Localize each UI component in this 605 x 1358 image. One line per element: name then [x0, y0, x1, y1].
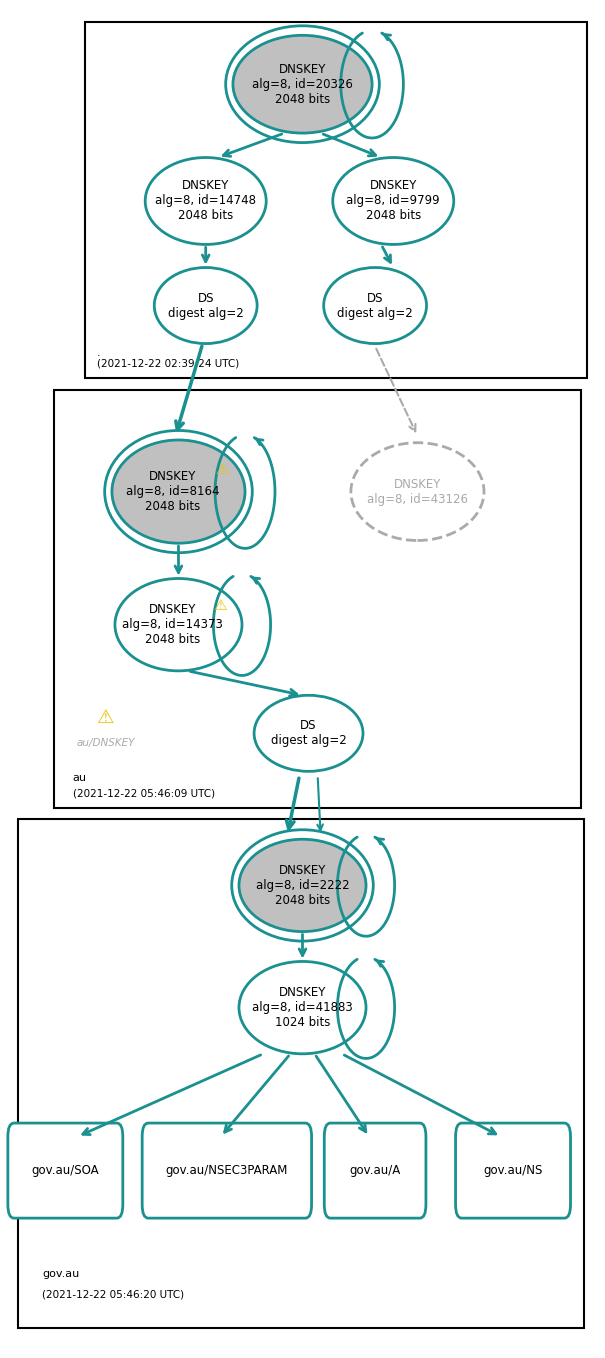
- FancyBboxPatch shape: [324, 1123, 426, 1218]
- Ellipse shape: [239, 961, 366, 1054]
- Text: (2021-12-22 02:39:24 UTC): (2021-12-22 02:39:24 UTC): [97, 359, 239, 369]
- Text: .: .: [97, 348, 100, 359]
- Ellipse shape: [115, 579, 242, 671]
- Text: ⚠: ⚠: [213, 598, 226, 614]
- Ellipse shape: [351, 443, 484, 540]
- Text: (2021-12-22 05:46:09 UTC): (2021-12-22 05:46:09 UTC): [73, 788, 215, 799]
- Bar: [54, 390, 581, 808]
- Text: DNSKEY
alg=8, id=43126: DNSKEY alg=8, id=43126: [367, 478, 468, 505]
- Text: gov.au/NS: gov.au/NS: [483, 1164, 543, 1177]
- Ellipse shape: [324, 268, 427, 344]
- Text: gov.au: gov.au: [42, 1268, 80, 1279]
- Text: DNSKEY
alg=8, id=2222
2048 bits: DNSKEY alg=8, id=2222 2048 bits: [256, 864, 349, 907]
- Text: ⚠: ⚠: [97, 708, 114, 727]
- Text: DS
digest alg=2: DS digest alg=2: [168, 292, 244, 319]
- FancyBboxPatch shape: [456, 1123, 571, 1218]
- Text: gov.au/A: gov.au/A: [350, 1164, 401, 1177]
- Ellipse shape: [254, 695, 363, 771]
- Text: ⚠: ⚠: [215, 462, 229, 478]
- Ellipse shape: [154, 268, 257, 344]
- Ellipse shape: [239, 839, 366, 932]
- Text: DS
digest alg=2: DS digest alg=2: [337, 292, 413, 319]
- Text: au/DNSKEY: au/DNSKEY: [77, 737, 135, 748]
- Bar: [85, 22, 587, 378]
- Ellipse shape: [145, 158, 266, 244]
- Ellipse shape: [233, 35, 372, 133]
- Text: gov.au/SOA: gov.au/SOA: [31, 1164, 99, 1177]
- Text: DNSKEY
alg=8, id=41883
1024 bits: DNSKEY alg=8, id=41883 1024 bits: [252, 986, 353, 1029]
- FancyBboxPatch shape: [142, 1123, 312, 1218]
- Text: DNSKEY
alg=8, id=8164
2048 bits: DNSKEY alg=8, id=8164 2048 bits: [126, 470, 219, 513]
- Text: (2021-12-22 05:46:20 UTC): (2021-12-22 05:46:20 UTC): [42, 1289, 185, 1300]
- Text: DNSKEY
alg=8, id=20326
2048 bits: DNSKEY alg=8, id=20326 2048 bits: [252, 62, 353, 106]
- Text: DNSKEY
alg=8, id=9799
2048 bits: DNSKEY alg=8, id=9799 2048 bits: [347, 179, 440, 223]
- Ellipse shape: [112, 440, 245, 543]
- Text: DNSKEY
alg=8, id=14748
2048 bits: DNSKEY alg=8, id=14748 2048 bits: [155, 179, 256, 223]
- Ellipse shape: [333, 158, 454, 244]
- Text: gov.au/NSEC3PARAM: gov.au/NSEC3PARAM: [166, 1164, 288, 1177]
- Text: DS
digest alg=2: DS digest alg=2: [270, 720, 347, 747]
- Text: au: au: [73, 773, 87, 784]
- Bar: [18, 819, 584, 1328]
- Text: DNSKEY
alg=8, id=14373
2048 bits: DNSKEY alg=8, id=14373 2048 bits: [122, 603, 223, 646]
- FancyBboxPatch shape: [8, 1123, 123, 1218]
